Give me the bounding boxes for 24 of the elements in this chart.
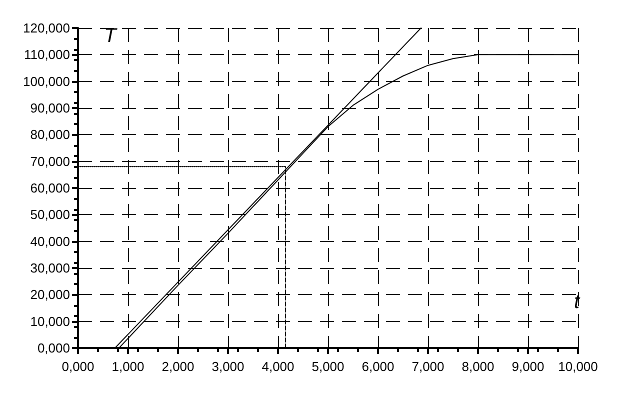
y-tick-label: 30,000 bbox=[30, 260, 70, 276]
y-tick-label: 100,000 bbox=[23, 74, 70, 89]
x-tick-label: 8,000 bbox=[462, 359, 494, 374]
x-tick-label: 4,000 bbox=[262, 359, 294, 374]
x-tick-label: 1,000 bbox=[112, 359, 144, 374]
y-tick-label: 90,000 bbox=[30, 100, 70, 116]
x-tick-label: 6,000 bbox=[362, 359, 394, 374]
y-tick-label: 10,000 bbox=[30, 314, 70, 329]
x-tick-label: 3,000 bbox=[212, 359, 244, 374]
y-tick-label: 120,000 bbox=[23, 20, 70, 36]
y-tick-label: 60,000 bbox=[30, 180, 70, 196]
y-tick-label: 50,000 bbox=[30, 207, 70, 222]
x-tick-label: 9,000 bbox=[512, 359, 544, 374]
y-tick-label: 40,000 bbox=[30, 234, 70, 249]
x-tick-label: 0,000 bbox=[62, 359, 94, 374]
x-tick-label: 5,000 bbox=[312, 359, 344, 374]
y-tick-label: 70,000 bbox=[30, 154, 70, 169]
x-tick-label: 10,000 bbox=[558, 359, 598, 374]
y-tick-label: 80,000 bbox=[30, 127, 70, 142]
y-tick-label: 20,000 bbox=[30, 287, 70, 302]
y-tick-label: 0,000 bbox=[37, 340, 70, 356]
x-tick-label: 7,000 bbox=[412, 359, 444, 374]
x-tick-label: 2,000 bbox=[162, 359, 194, 374]
y-tick-label: 110,000 bbox=[24, 47, 70, 62]
